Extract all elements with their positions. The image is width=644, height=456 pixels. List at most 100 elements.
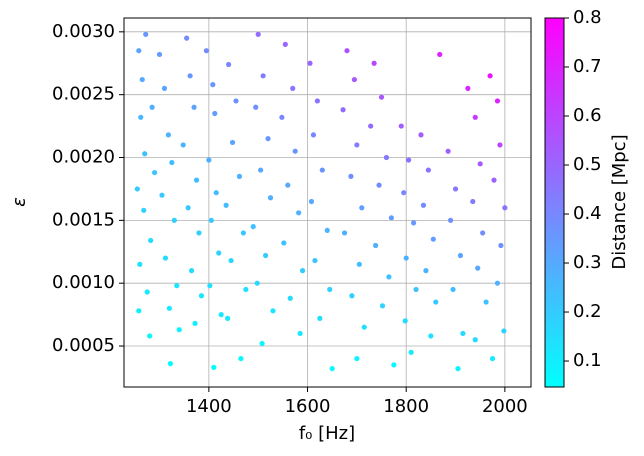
x-tick-label: 1400 [186, 396, 232, 417]
point [378, 94, 385, 100]
point [472, 337, 478, 343]
point [171, 217, 177, 223]
point [156, 51, 163, 58]
point [240, 230, 246, 236]
point [243, 286, 249, 293]
point [236, 173, 243, 179]
point [349, 293, 355, 299]
point [159, 192, 165, 198]
point [480, 230, 486, 236]
point [408, 349, 414, 355]
point [188, 268, 195, 274]
point [391, 362, 397, 368]
point [340, 107, 346, 113]
point [410, 220, 417, 226]
point [327, 286, 333, 293]
point [198, 293, 205, 299]
point [151, 169, 158, 176]
point [465, 85, 471, 91]
point [141, 207, 147, 213]
point [428, 333, 434, 339]
point [487, 73, 493, 79]
point [147, 333, 153, 339]
point [162, 255, 169, 261]
point [196, 230, 202, 236]
point [225, 61, 232, 68]
point [398, 123, 404, 129]
point [148, 237, 154, 244]
point [494, 280, 501, 286]
point [258, 167, 264, 173]
point [149, 104, 155, 110]
point [250, 224, 256, 230]
point [433, 299, 439, 305]
point [169, 159, 175, 166]
colorbar-tick-label: 0.4 [573, 203, 602, 224]
point [292, 148, 298, 154]
colorbar-tick-label: 0.5 [573, 154, 602, 175]
point [501, 328, 507, 334]
point [489, 355, 496, 362]
point [376, 182, 382, 188]
point [225, 315, 231, 321]
point [281, 240, 287, 246]
point [452, 186, 459, 192]
point [260, 73, 266, 79]
colorbar-tick-label: 0.6 [573, 105, 602, 126]
point [351, 76, 357, 83]
point [290, 85, 296, 91]
point [502, 205, 508, 211]
x-tick-label: 2000 [482, 396, 528, 417]
point [317, 315, 323, 321]
point [279, 114, 285, 120]
point [371, 60, 377, 66]
point [354, 355, 360, 362]
point [254, 280, 260, 286]
point [401, 190, 407, 196]
x-tick-label: 1800 [383, 396, 429, 417]
colorbar [544, 17, 565, 388]
x-axis-label: f₀ [Hz] [299, 423, 355, 444]
y-tick-label: 0.0010 [52, 272, 115, 293]
point [361, 324, 367, 330]
point [191, 104, 197, 110]
x-tick-label: 1600 [285, 396, 331, 417]
point [142, 151, 148, 157]
point [308, 198, 315, 205]
point [379, 303, 386, 309]
point [437, 51, 443, 58]
point [406, 157, 412, 163]
point [187, 73, 193, 79]
point [312, 257, 318, 264]
point [296, 210, 302, 216]
point [208, 217, 214, 223]
point [166, 305, 172, 311]
point [457, 252, 464, 259]
point [447, 217, 454, 223]
point [180, 142, 186, 148]
point [423, 268, 429, 274]
point [356, 261, 362, 267]
point [174, 283, 180, 289]
point [310, 132, 317, 138]
point [255, 31, 261, 37]
point [265, 136, 271, 142]
point [262, 252, 269, 259]
colorbar-tick-label: 0.2 [573, 301, 602, 322]
colorbar-tick-label: 0.3 [573, 252, 602, 273]
point [368, 123, 374, 129]
point [388, 215, 394, 221]
point [354, 142, 360, 148]
y-tick-label: 0.0020 [52, 147, 115, 168]
point [491, 177, 497, 183]
point [344, 48, 350, 54]
point [138, 114, 144, 120]
y-tick-label: 0.0030 [52, 21, 115, 42]
point [193, 177, 200, 183]
y-tick-label: 0.0025 [52, 84, 115, 105]
point [218, 312, 224, 318]
point [420, 202, 427, 208]
point [212, 110, 218, 117]
point [450, 286, 456, 293]
